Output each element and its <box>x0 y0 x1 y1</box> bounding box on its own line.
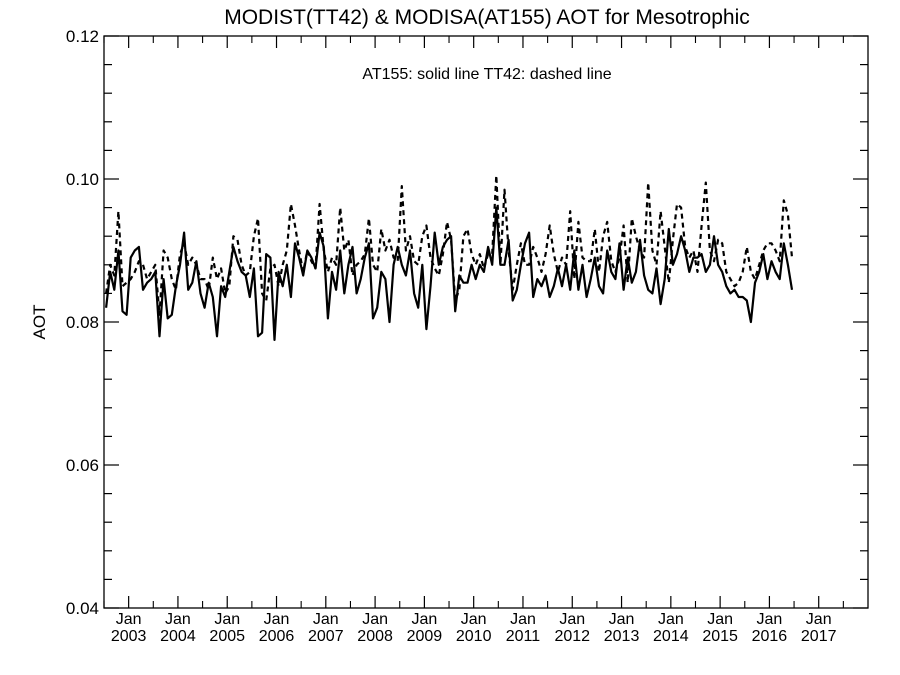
x-tick-month-label: Jan <box>658 611 684 628</box>
y-tick-label: 0.10 <box>66 170 99 189</box>
x-tick-year-label: 2009 <box>407 628 443 645</box>
x-tick-year-label: 2014 <box>653 628 689 645</box>
x-tick-month-label: Jan <box>313 611 339 628</box>
series-line-at155 <box>105 206 794 341</box>
x-tick-year-label: 2006 <box>259 628 295 645</box>
line-style-note: AT155: solid line TT42: dashed line <box>362 66 611 83</box>
x-tick-year-label: 2012 <box>554 628 590 645</box>
x-tick-month-label: Jan <box>165 611 191 628</box>
x-tick-month-label: Jan <box>264 611 290 628</box>
y-tick-label: 0.12 <box>66 27 99 46</box>
x-tick-month-label: Jan <box>806 611 832 628</box>
x-tick-year-label: 2010 <box>456 628 492 645</box>
y-tick-label: 0.08 <box>66 313 99 332</box>
x-tick-month-label: Jan <box>214 611 240 628</box>
y-axis-label: AOT <box>30 305 49 340</box>
x-tick-year-label: 2005 <box>209 628 245 645</box>
y-axis-ticks: 0.04 0.06 0.08 0.10 0.12 <box>66 27 868 618</box>
y-tick-label: 0.06 <box>66 456 99 475</box>
x-tick-month-label: Jan <box>362 611 388 628</box>
x-tick-month-label: Jan <box>757 611 783 628</box>
series-layer <box>105 174 794 341</box>
x-tick-month-label: Jan <box>609 611 635 628</box>
x-tick-year-label: 2007 <box>308 628 344 645</box>
x-tick-year-label: 2008 <box>357 628 393 645</box>
x-tick-month-label: Jan <box>411 611 437 628</box>
y-tick-label: 0.04 <box>66 599 99 618</box>
chart-title: MODIST(TT42) & MODISA(AT155) AOT for Mes… <box>224 6 750 29</box>
x-axis-ticks: Jan2003Jan2004Jan2005Jan2006Jan2007Jan20… <box>103 36 844 645</box>
x-tick-month-label: Jan <box>116 611 142 628</box>
x-tick-year-label: 2016 <box>752 628 788 645</box>
series-line-tt42 <box>105 174 794 316</box>
x-tick-year-label: 2003 <box>111 628 147 645</box>
x-tick-year-label: 2017 <box>801 628 837 645</box>
x-tick-year-label: 2013 <box>604 628 640 645</box>
x-tick-month-label: Jan <box>510 611 536 628</box>
x-tick-year-label: 2011 <box>506 628 541 645</box>
x-tick-year-label: 2015 <box>702 628 738 645</box>
x-tick-month-label: Jan <box>461 611 487 628</box>
x-tick-month-label: Jan <box>559 611 585 628</box>
x-tick-year-label: 2004 <box>160 628 196 645</box>
x-tick-month-label: Jan <box>707 611 733 628</box>
